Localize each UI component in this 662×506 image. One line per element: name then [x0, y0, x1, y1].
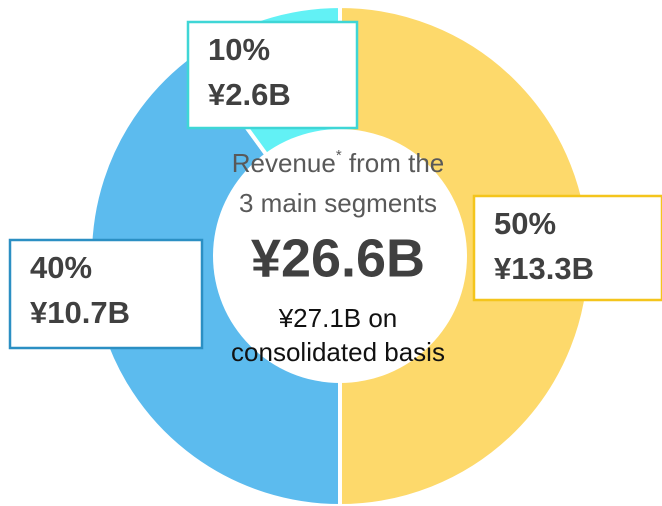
donut-hole	[213, 129, 467, 383]
value-label: 40%	[30, 250, 92, 285]
label-box	[472, 194, 662, 302]
amount-label: ¥2.6B	[208, 77, 291, 112]
label-box	[8, 238, 204, 350]
center-label: Revenue* from the	[232, 147, 445, 178]
center-note: ¥27.1B on	[278, 303, 398, 333]
value-label: 50%	[494, 206, 556, 241]
center-label-rest: from the	[342, 148, 445, 178]
center-label-text: Revenue	[232, 148, 336, 178]
footnote-mark: *	[336, 147, 342, 164]
value-label: 10%	[208, 32, 270, 67]
amount-label: ¥13.3B	[494, 251, 594, 286]
amount-label: ¥10.7B	[30, 295, 130, 330]
center-label-line2: 3 main segments	[239, 188, 437, 218]
center-total: ¥26.6B	[251, 228, 425, 288]
label-box	[186, 20, 359, 130]
center-note-line2: consolidated basis	[231, 337, 445, 367]
